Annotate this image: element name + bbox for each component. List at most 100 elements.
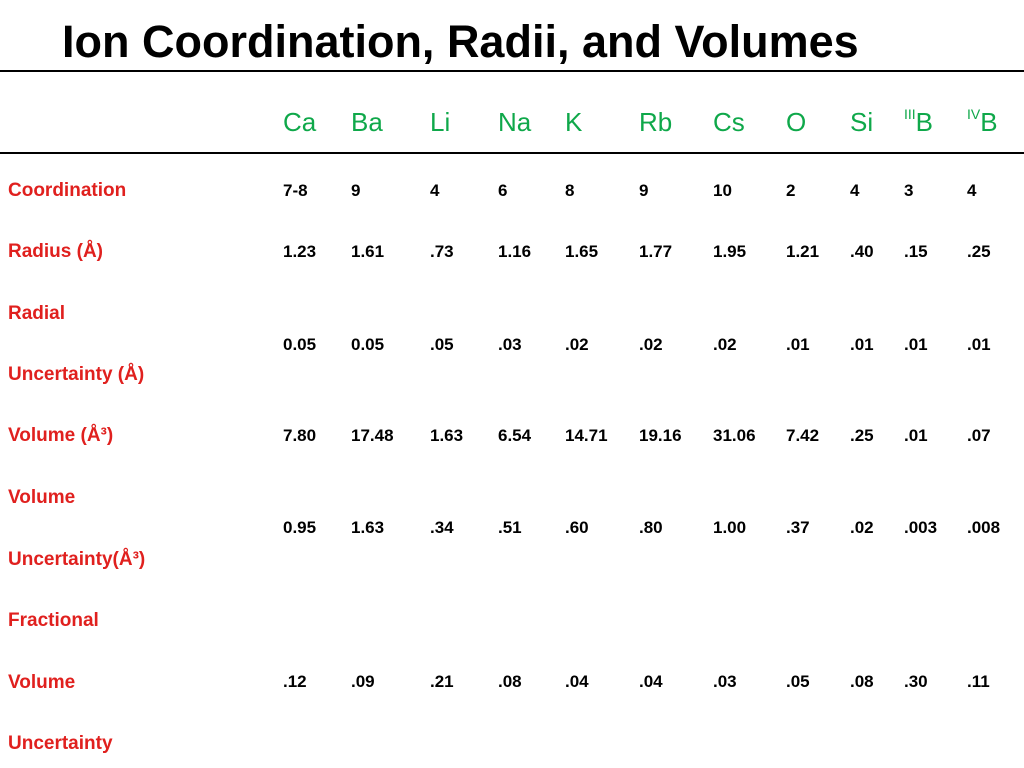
table-cell: .60	[565, 518, 589, 537]
column-header: IVB	[967, 104, 998, 140]
row-label-radius: Radius (Å)	[8, 241, 103, 262]
table-cell: .008	[967, 518, 1001, 537]
table-cell: .03	[498, 335, 522, 354]
table-cell: .30	[904, 672, 928, 691]
column-header-symbol: Li	[430, 107, 451, 137]
table-cell: 1.61	[351, 242, 385, 261]
table-cell: 0.05	[283, 335, 317, 354]
row-label-volume-uncertainty-1: Volume	[8, 487, 76, 508]
table-cell: 7-8	[283, 181, 308, 200]
table-cell: 2	[786, 181, 796, 200]
row-label-volume-uncertainty-2: Uncertainty(Å³)	[8, 549, 146, 570]
column-header-prefix: III	[904, 106, 916, 122]
table-cell: 1.77	[639, 242, 673, 261]
table-cell: .05	[786, 672, 810, 691]
table-cell: .02	[713, 335, 737, 354]
table-cell: 19.16	[639, 426, 682, 445]
row-label-fractional-2: Volume	[8, 672, 76, 693]
column-header-symbol: Ca	[283, 107, 317, 137]
row-label-coordination: Coordination	[8, 180, 127, 201]
table-cell: .09	[351, 672, 375, 691]
table-cell: .02	[639, 335, 663, 354]
column-header: K	[565, 104, 582, 140]
table-cell: 0.05	[351, 335, 385, 354]
table-cell: .08	[498, 672, 522, 691]
table-cell: .80	[639, 518, 663, 537]
column-header: Si	[850, 104, 873, 140]
table-cell: .51	[498, 518, 522, 537]
column-header-prefix: IV	[967, 106, 981, 122]
table-cell: 3	[904, 181, 914, 200]
table-cell: 9	[351, 181, 361, 200]
table-cell: .02	[850, 518, 874, 537]
table-cell: .25	[850, 426, 874, 445]
table-cell: .73	[430, 242, 454, 261]
table-cell: .05	[430, 335, 454, 354]
table-cell: 4	[967, 181, 977, 200]
row-label-fractional-1: Fractional	[8, 610, 99, 631]
row-label-fractional-3: Uncertainty	[8, 733, 113, 754]
table-cell: .03	[713, 672, 737, 691]
table-cell: .01	[904, 426, 928, 445]
table-cell: 1.63	[351, 518, 385, 537]
table-cell: .01	[850, 335, 874, 354]
table-cell: 4	[850, 181, 860, 200]
title-divider	[0, 70, 1024, 72]
table-cell: 17.48	[351, 426, 394, 445]
table-cell: .37	[786, 518, 810, 537]
column-header: Li	[430, 104, 450, 140]
table-cell: 9	[639, 181, 649, 200]
table-cell: .01	[967, 335, 991, 354]
column-header-symbol: O	[786, 107, 807, 137]
table-cell: 0.95	[283, 518, 317, 537]
table-cell: 8	[565, 181, 575, 200]
table-cell: .40	[850, 242, 874, 261]
table-cell: 6	[498, 181, 508, 200]
table-cell: 31.06	[713, 426, 756, 445]
table-cell: 7.42	[786, 426, 820, 445]
column-header: Ca	[283, 104, 316, 140]
table-cell: 1.63	[430, 426, 464, 445]
row-label-volume: Volume (Å³)	[8, 425, 114, 446]
table-cell: 14.71	[565, 426, 608, 445]
table-cell: .15	[904, 242, 928, 261]
column-header-symbol: Na	[498, 107, 532, 137]
column-header: IIIB	[904, 104, 933, 140]
table-cell: .04	[639, 672, 663, 691]
table-cell: 10	[713, 181, 732, 200]
table-cell: .21	[430, 672, 454, 691]
table-cell: .01	[786, 335, 810, 354]
column-header-symbol: K	[565, 107, 583, 137]
table-cell: 1.00	[713, 518, 747, 537]
table-cell: 1.95	[713, 242, 747, 261]
table-cell: .11	[967, 672, 990, 691]
column-header-symbol: B	[915, 107, 934, 137]
column-header: Na	[498, 104, 531, 140]
column-header-symbol: Rb	[639, 107, 673, 137]
table-cell: .12	[283, 672, 307, 691]
column-header: Rb	[639, 104, 672, 140]
table-cell: .003	[904, 518, 938, 537]
table-cell: .04	[565, 672, 589, 691]
table-cell: 1.21	[786, 242, 820, 261]
row-label-radial-uncertainty: Uncertainty (Å)	[8, 364, 145, 385]
table-cell: .02	[565, 335, 589, 354]
column-header-symbol: B	[980, 107, 998, 137]
table-cell: .08	[850, 672, 874, 691]
column-header: Cs	[713, 104, 745, 140]
table-cell: 4	[430, 181, 440, 200]
page-title: Ion Coordination, Radii, and Volumes	[62, 16, 859, 67]
table-cell: 6.54	[498, 426, 532, 445]
table-cell: 1.65	[565, 242, 599, 261]
column-header-symbol: Cs	[713, 107, 745, 137]
column-header-symbol: Si	[850, 107, 874, 137]
column-header: Ba	[351, 104, 383, 140]
table-cell: .25	[967, 242, 991, 261]
table-cell: 7.80	[283, 426, 317, 445]
header-divider	[0, 152, 1024, 154]
column-header: O	[786, 104, 806, 140]
row-label-radial: Radial	[8, 303, 66, 324]
column-header-symbol: Ba	[351, 107, 383, 137]
table-cell: .07	[967, 426, 991, 445]
table-cell: .34	[430, 518, 454, 537]
